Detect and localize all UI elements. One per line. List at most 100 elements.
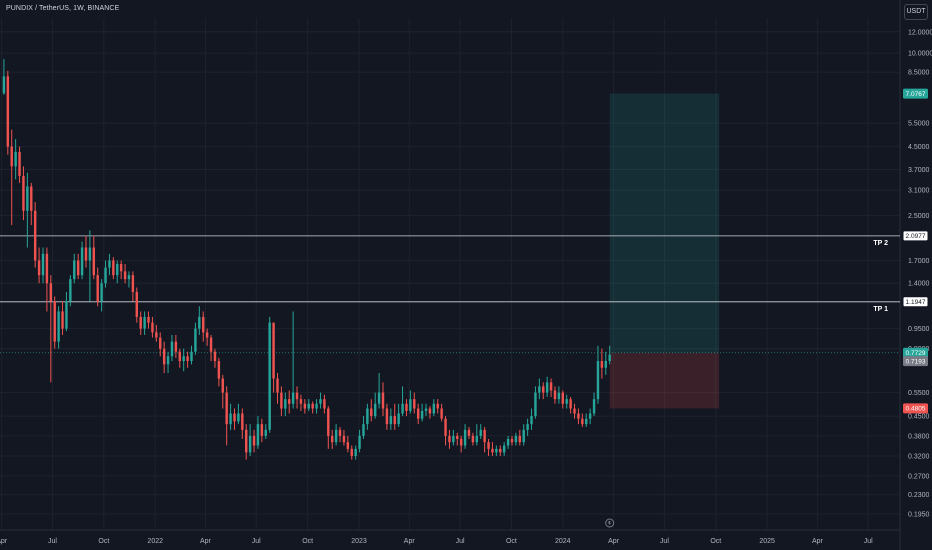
candle-body: [491, 448, 494, 453]
candle-body: [600, 361, 604, 368]
candle-body: [518, 435, 522, 443]
y-tick-label: 0.1950: [908, 511, 930, 518]
candle-body: [213, 351, 217, 362]
candle-body: [291, 392, 295, 404]
candle-body: [346, 442, 350, 449]
candle-body: [2, 76, 6, 94]
candle-body: [608, 354, 611, 362]
candle-body: [88, 247, 92, 261]
candle-body: [471, 435, 475, 443]
x-tick-label: 2025: [759, 538, 775, 545]
x-tick-label: Oct: [302, 538, 313, 545]
candle-body: [413, 399, 416, 409]
candle-body: [37, 260, 41, 276]
candle-body: [108, 260, 111, 268]
candle-body: [456, 435, 459, 439]
candle-body: [127, 275, 131, 280]
candle-body: [467, 429, 471, 436]
candle-body: [534, 392, 537, 417]
candle-body: [65, 301, 68, 329]
candle-body: [166, 356, 170, 365]
y-tick-label: 5.5000: [908, 121, 930, 128]
candle-body: [252, 435, 256, 446]
candle-body: [573, 408, 576, 414]
currency-button[interactable]: USDT: [904, 4, 928, 20]
candle-body: [385, 408, 389, 425]
candle-body: [565, 399, 568, 404]
profit-zone[interactable]: [609, 93, 720, 353]
candle-body: [96, 275, 99, 302]
candle-body: [452, 435, 455, 443]
candle-body: [295, 392, 299, 400]
candle-body: [147, 316, 150, 323]
candle-body: [135, 291, 139, 317]
candle-body: [526, 424, 529, 430]
tp-label: TP 2: [873, 240, 888, 247]
candle-body: [182, 356, 185, 362]
y-tick-label: 0.2700: [908, 473, 930, 480]
x-tick-label: Apr: [812, 538, 824, 545]
candle-body: [581, 418, 584, 425]
candle-body: [334, 429, 338, 443]
candle-body: [483, 429, 486, 443]
candle-body: [41, 253, 45, 276]
x-tick-label: Jul: [48, 538, 57, 545]
candle-body: [237, 413, 240, 422]
candle-body: [116, 264, 119, 276]
candle-body: [397, 413, 400, 425]
price-tag-label: 0.7193: [906, 358, 926, 365]
candle-body: [112, 260, 115, 276]
candle-body: [459, 438, 463, 446]
loss-zone[interactable]: [609, 352, 720, 409]
candle-body: [323, 399, 326, 409]
candle-body: [549, 382, 553, 391]
candle-body: [139, 316, 142, 329]
candle-body: [76, 260, 80, 276]
candle-body: [350, 448, 353, 456]
candle-body: [119, 264, 123, 272]
candle-body: [245, 429, 248, 453]
candle-body: [202, 316, 205, 333]
candle-body: [338, 429, 342, 436]
candle-body: [354, 448, 357, 456]
candle-body: [84, 247, 88, 261]
candle-body: [432, 403, 436, 414]
y-tick-label: 12.0000: [908, 29, 932, 36]
candle-body: [190, 351, 193, 362]
candle-body: [487, 442, 490, 449]
candle-body: [311, 403, 314, 409]
candle-body: [557, 392, 561, 400]
x-tick-label: Jul: [660, 538, 669, 545]
candle-body: [284, 399, 287, 409]
candle-body: [479, 429, 482, 436]
y-tick-label: 0.9500: [908, 326, 930, 333]
price-tag: [902, 230, 929, 242]
candle-body: [440, 408, 443, 419]
candle-body: [585, 418, 588, 425]
candle-body: [57, 311, 60, 342]
y-tick-label: 10.0000: [908, 51, 932, 58]
candle-body: [327, 408, 330, 436]
price-tag-label: 2.0977: [906, 233, 926, 240]
candle-body: [73, 260, 76, 280]
candle-body: [162, 348, 166, 365]
y-tick-label: 0.3200: [908, 453, 930, 460]
candle-body: [198, 316, 201, 329]
candle-body: [256, 424, 260, 446]
candle-body: [569, 399, 572, 409]
candle-body: [389, 416, 393, 425]
candle-body: [217, 361, 221, 379]
x-tick-label: Jul: [456, 538, 465, 545]
candle-body: [69, 279, 72, 302]
y-tick-label: 2.5000: [908, 213, 930, 220]
candle-body: [18, 151, 21, 176]
price-tag-label: 7.0767: [906, 91, 926, 98]
candle-body: [510, 438, 514, 443]
candle-body: [577, 413, 580, 419]
event-icon[interactable]: [605, 518, 615, 528]
candle-body: [272, 322, 275, 379]
candle-body: [26, 186, 29, 211]
x-tick-label: Oct: [506, 538, 517, 545]
candle-body: [522, 429, 525, 443]
